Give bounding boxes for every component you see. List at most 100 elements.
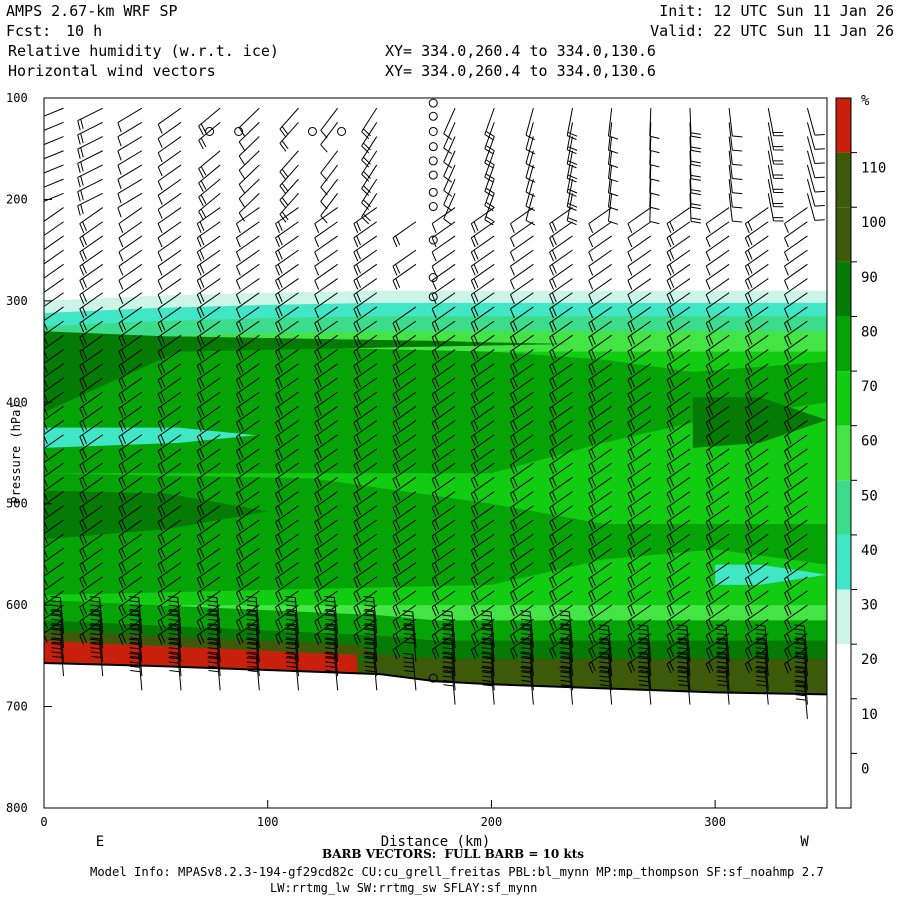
wind-barb	[705, 405, 730, 432]
wind-barb	[431, 334, 456, 361]
wind-barb	[118, 391, 143, 418]
wind-barb	[431, 306, 456, 333]
wind-barb	[481, 652, 495, 691]
wind-barb	[44, 164, 64, 174]
wind-barb	[117, 178, 143, 204]
wind-barb	[588, 349, 612, 375]
calm-wind-marker	[307, 126, 317, 136]
wind-barb	[627, 519, 652, 546]
wind-barb	[392, 633, 417, 659]
wind-barb	[470, 334, 495, 361]
wind-barb	[157, 604, 182, 631]
wind-barb	[549, 263, 573, 290]
wind-barb	[559, 624, 574, 662]
wind-barb	[627, 263, 652, 290]
wind-barb	[705, 377, 730, 404]
colorbar-swatch	[836, 425, 851, 481]
wind-barb	[470, 391, 495, 418]
wind-barb	[588, 519, 612, 546]
wind-barb	[324, 638, 339, 677]
wind-barb	[196, 249, 221, 276]
wind-barb	[235, 363, 260, 390]
wind-barb	[79, 221, 104, 248]
wind-barb	[235, 377, 260, 404]
wind-barb	[755, 652, 769, 691]
wind-barb	[509, 405, 534, 432]
wind-barb	[285, 652, 299, 691]
wind-barb	[549, 590, 573, 617]
wind-barb	[470, 349, 495, 375]
wind-barb	[705, 434, 730, 461]
wind-barb	[279, 150, 299, 181]
wind-barb	[481, 624, 495, 662]
wind-barb	[509, 420, 534, 446]
wind-barb	[431, 363, 456, 390]
wind-barb	[744, 306, 769, 333]
wind-barb	[676, 638, 691, 677]
rh-band-2	[44, 490, 268, 540]
wind-barb	[784, 590, 808, 617]
wind-barb	[314, 221, 338, 248]
wind-barb	[705, 207, 730, 233]
y-axis-title: Pressure (hPa)	[9, 402, 23, 503]
colorbar-swatch	[836, 152, 851, 208]
wind-barb	[705, 235, 730, 262]
wind-barb	[666, 604, 691, 631]
wind-barb	[238, 136, 260, 165]
wind-barb	[89, 596, 104, 634]
wind-barb	[392, 349, 417, 375]
wind-barb	[549, 434, 573, 461]
wind-barb	[588, 221, 612, 248]
wind-barb	[705, 320, 730, 347]
wind-barb	[755, 638, 769, 677]
wind-barb	[755, 667, 769, 705]
wind-barb	[157, 306, 182, 333]
calm-wind-marker	[428, 235, 438, 245]
colorbar-label: 110	[861, 161, 886, 177]
wind-barb	[275, 604, 299, 631]
wind-barb	[79, 491, 104, 517]
wind-barb	[275, 562, 299, 588]
wind-barb	[666, 533, 691, 560]
wind-barb	[431, 618, 456, 645]
wind-barb	[794, 638, 808, 677]
wind-barb	[392, 363, 417, 390]
wind-barb	[744, 249, 769, 276]
wind-barb	[549, 604, 573, 631]
wind-barb	[470, 576, 495, 603]
wind-barb	[666, 235, 691, 262]
wind-barb	[689, 150, 701, 181]
wind-barb	[79, 363, 104, 390]
wind-barb	[627, 249, 652, 276]
wind-barb	[784, 491, 808, 517]
wind-barb	[525, 179, 536, 212]
wind-barb	[689, 164, 701, 196]
wind-barb	[235, 448, 260, 475]
wind-barb	[649, 122, 660, 154]
wind-barb	[666, 306, 691, 333]
wind-barb	[196, 263, 221, 290]
wind-barb	[549, 562, 573, 588]
wind-barb	[744, 448, 769, 475]
colorbar-label: 10	[861, 707, 878, 723]
wind-barb	[314, 405, 338, 432]
wind-barb	[157, 292, 182, 319]
wind-barb	[627, 320, 652, 347]
wind-barb	[784, 377, 808, 404]
colorbar-swatch	[836, 207, 851, 262]
wind-barb	[235, 547, 260, 574]
wind-barb	[157, 164, 182, 191]
wind-barb	[441, 638, 456, 677]
wind-barb	[470, 562, 495, 588]
wind-barb	[353, 207, 378, 233]
wind-barb	[314, 533, 338, 560]
wind-barb	[784, 249, 808, 276]
wind-barb	[235, 207, 260, 233]
wind-barb	[392, 320, 417, 347]
wind-barb	[666, 334, 691, 361]
wind-barb	[784, 647, 808, 674]
wind-barb	[275, 533, 299, 560]
wind-barb	[470, 519, 495, 546]
wind-barb	[627, 533, 652, 560]
wind-barb	[744, 320, 769, 347]
